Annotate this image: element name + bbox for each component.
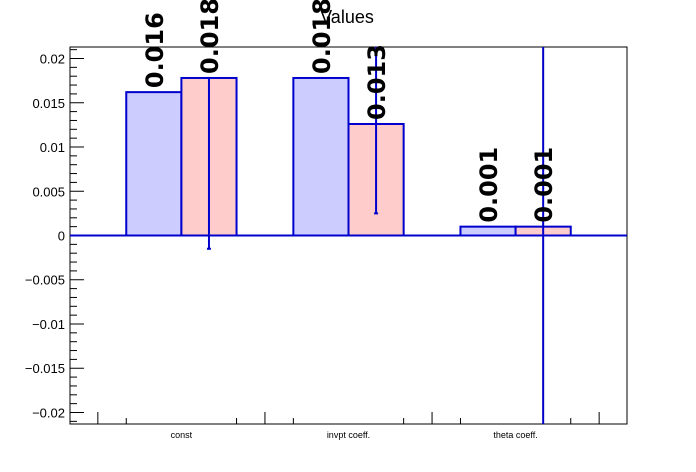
bar [125, 91, 183, 237]
x-axis: const invpt coeff. theta coeff. [97, 412, 600, 440]
y-tick-label: 0 [58, 229, 65, 244]
y-tick-label: −0.015 [25, 361, 65, 376]
chart-title: Values [320, 7, 374, 27]
y-tick-label: −0.02 [32, 405, 65, 420]
bar [292, 76, 350, 237]
data-label: 0.013 [363, 44, 391, 120]
data-label: 0.018 [196, 0, 224, 74]
x-tick-label: theta coeff. [493, 430, 537, 440]
data-label: 0.016 [141, 12, 169, 88]
y-tick-label: 0.005 [32, 184, 65, 199]
x-tick-label: const [171, 430, 193, 440]
y-tick-label: 0.02 [40, 52, 65, 67]
y-tick-label: −0.01 [32, 317, 65, 332]
data-label: 0.001 [475, 147, 503, 223]
y-tick-label: 0.015 [32, 96, 65, 111]
y-axis: 0.02 0.015 0.01 0.005 0 −0.005 −0.01 −0.015 −0.0… [25, 49, 84, 422]
y-tick-label: 0.01 [40, 140, 65, 155]
y-tick-label: −0.005 [25, 273, 65, 288]
error-bars [206, 47, 545, 424]
x-tick-label: invpt coeff. [327, 430, 370, 440]
data-label: 0.018 [308, 0, 336, 74]
bar [459, 225, 517, 237]
data-label: 0.001 [530, 147, 558, 223]
data-labels: 0.016 0.018 0.001 0.018 0.013 0.001 [141, 0, 558, 223]
